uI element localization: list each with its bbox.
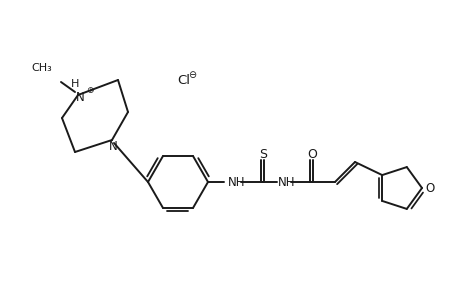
Text: O: O — [425, 182, 434, 194]
Text: ⊖: ⊖ — [188, 70, 196, 80]
Text: CH₃: CH₃ — [31, 63, 52, 73]
Text: NH: NH — [228, 176, 245, 190]
Text: N: N — [75, 91, 84, 103]
Text: H: H — [71, 79, 79, 89]
Text: O: O — [307, 148, 316, 160]
Text: ⊕: ⊕ — [86, 85, 94, 94]
Text: N: N — [108, 140, 117, 152]
Text: Cl: Cl — [177, 74, 190, 86]
Text: NH: NH — [277, 176, 295, 190]
Text: S: S — [258, 148, 266, 160]
